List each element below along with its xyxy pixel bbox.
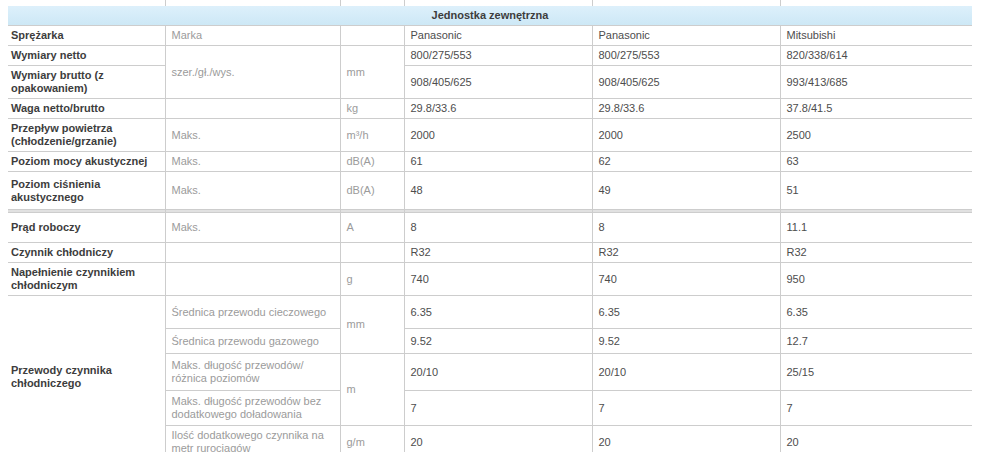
outdoor-unit-spec-table: Jednostka zewnętrzna Sprężarka Marka Pan…	[8, 0, 972, 452]
value-cell-mitsubishi: 37.8/41.5	[780, 99, 972, 119]
value-cell-panasonic-2: 800/275/553	[592, 46, 780, 66]
unit-cell	[340, 26, 404, 46]
row-sublabel-cell: Średnica przewodu cieczowego	[165, 296, 340, 329]
value-cell-mitsubishi: 63	[780, 152, 972, 172]
unit-cell: kg	[340, 99, 404, 119]
row-poziom-mocy: Poziom mocy akustycznej Maks. dB(A) 61 6…	[8, 152, 972, 172]
row-group-label-cell: Przewody czynnika chłodniczego	[8, 296, 165, 452]
value-cell-mitsubishi: 20	[780, 426, 972, 452]
row-label-cell: Waga netto/brutto	[8, 99, 165, 119]
row-label-cell: Sprężarka	[8, 26, 165, 46]
value-cell-panasonic-2: 7	[592, 391, 780, 426]
value-cell-mitsubishi: 11.1	[780, 213, 972, 243]
unit-cell: g/m	[340, 426, 404, 452]
value-cell-mitsubishi: Mitsubishi	[780, 26, 972, 46]
value-cell-panasonic-2: 20/10	[592, 354, 780, 391]
row-label-cell: Wymiary netto	[8, 46, 165, 66]
row-sublabel-cell	[165, 99, 340, 119]
row-sublabel-cell: Ilość dodatkowego czynnika na metr ruroc…	[165, 426, 340, 452]
row-prad-roboczy: Prąd roboczy Maks. A 8 8 11.1	[8, 213, 972, 243]
row-czynnik-chlodniczy: Czynnik chłodniczy R32 R32 R32	[8, 243, 972, 263]
row-label-cell: Prąd roboczy	[8, 213, 165, 243]
value-cell-mitsubishi: 51	[780, 172, 972, 210]
value-cell-panasonic-2: 8	[592, 213, 780, 243]
unit-cell: g	[340, 263, 404, 296]
value-cell-panasonic-1: 7	[404, 391, 592, 426]
value-cell-panasonic-2: R32	[592, 243, 780, 263]
unit-cell: m³/h	[340, 119, 404, 152]
value-cell-panasonic-2: 2000	[592, 119, 780, 152]
value-cell-panasonic-1: 20	[404, 426, 592, 452]
value-cell-panasonic-2: 9.52	[592, 329, 780, 354]
unit-cell: dB(A)	[340, 172, 404, 210]
row-label-cell: Poziom ciśnienia akustycznego	[8, 172, 165, 210]
row-sublabel-cell: Maks.	[165, 213, 340, 243]
row-label-cell: Przepływ powietrza (chłodzenie/grzanie)	[8, 119, 165, 152]
unit-cell: mm	[340, 296, 404, 354]
unit-cell: m	[340, 354, 404, 426]
row-sprezarka: Sprężarka Marka Panasonic Panasonic Mits…	[8, 26, 972, 46]
value-cell-panasonic-2: 6.35	[592, 296, 780, 329]
value-cell-mitsubishi: 12.7	[780, 329, 972, 354]
value-cell-panasonic-1: Panasonic	[404, 26, 592, 46]
row-sublabel-cell: Maks.	[165, 119, 340, 152]
row-label-cell: Napełnienie czynnikiem chłodniczym	[8, 263, 165, 296]
value-cell-panasonic-2: 29.8/33.6	[592, 99, 780, 119]
unit-cell: dB(A)	[340, 152, 404, 172]
value-cell-mitsubishi: 993/413/685	[780, 66, 972, 99]
value-cell-panasonic-2: 908/405/625	[592, 66, 780, 99]
row-label-cell: Poziom mocy akustycznej	[8, 152, 165, 172]
row-sublabel-cell: Maks. długość przewodów/ różnica poziomó…	[165, 354, 340, 391]
value-cell-panasonic-1: 908/405/625	[404, 66, 592, 99]
value-cell-panasonic-2: Panasonic	[592, 26, 780, 46]
unit-cell	[340, 243, 404, 263]
row-label-cell: Wymiary brutto (z opakowaniem)	[8, 66, 165, 99]
value-cell-panasonic-1: 29.8/33.6	[404, 99, 592, 119]
row-sublabel-cell: Maks. długość przewodów bez dodatkowego …	[165, 391, 340, 426]
value-cell-panasonic-2: 49	[592, 172, 780, 210]
row-waga: Waga netto/brutto kg 29.8/33.6 29.8/33.6…	[8, 99, 972, 119]
section-header-row: Jednostka zewnętrzna	[8, 6, 972, 26]
row-sublabel-cell	[165, 263, 340, 296]
unit-cell: A	[340, 213, 404, 243]
value-cell-panasonic-2: 20	[592, 426, 780, 452]
value-cell-panasonic-1: 8	[404, 213, 592, 243]
value-cell-panasonic-1: 800/275/553	[404, 46, 592, 66]
row-label-cell: Czynnik chłodniczy	[8, 243, 165, 263]
row-sublabel-cell: Maks.	[165, 172, 340, 210]
row-przeplyw-powietrza: Przepływ powietrza (chłodzenie/grzanie) …	[8, 119, 972, 152]
row-napelnienie: Napełnienie czynnikiem chłodniczym g 740…	[8, 263, 972, 296]
value-cell-panasonic-1: 61	[404, 152, 592, 172]
value-cell-mitsubishi: 2500	[780, 119, 972, 152]
row-wymiary-netto: Wymiary netto szer./gł./wys. mm 800/275/…	[8, 46, 972, 66]
value-cell-panasonic-1: 740	[404, 263, 592, 296]
value-cell-mitsubishi: 820/338/614	[780, 46, 972, 66]
value-cell-panasonic-1: 2000	[404, 119, 592, 152]
row-sublabel-cell: Maks.	[165, 152, 340, 172]
row-wymiary-brutto: Wymiary brutto (z opakowaniem) 908/405/6…	[8, 66, 972, 99]
section-header: Jednostka zewnętrzna	[8, 6, 972, 26]
row-sublabel-cell: Średnica przewodu gazowego	[165, 329, 340, 354]
unit-cell: mm	[340, 46, 404, 99]
row-srednica-cieczowego: Przewody czynnika chłodniczego Średnica …	[8, 296, 972, 329]
value-cell-mitsubishi: 950	[780, 263, 972, 296]
value-cell-panasonic-2: 740	[592, 263, 780, 296]
value-cell-panasonic-1: 20/10	[404, 354, 592, 391]
value-cell-panasonic-1: 6.35	[404, 296, 592, 329]
row-sublabel-cell: Marka	[165, 26, 340, 46]
value-cell-mitsubishi: 7	[780, 391, 972, 426]
value-cell-mitsubishi: 25/15	[780, 354, 972, 391]
value-cell-mitsubishi: R32	[780, 243, 972, 263]
value-cell-panasonic-1: 9.52	[404, 329, 592, 354]
row-poziom-cisnienia: Poziom ciśnienia akustycznego Maks. dB(A…	[8, 172, 972, 210]
row-sublabel-cell	[165, 243, 340, 263]
value-cell-panasonic-1: R32	[404, 243, 592, 263]
value-cell-panasonic-2: 62	[592, 152, 780, 172]
row-sublabel-cell: szer./gł./wys.	[165, 46, 340, 99]
value-cell-mitsubishi: 6.35	[780, 296, 972, 329]
value-cell-panasonic-1: 48	[404, 172, 592, 210]
